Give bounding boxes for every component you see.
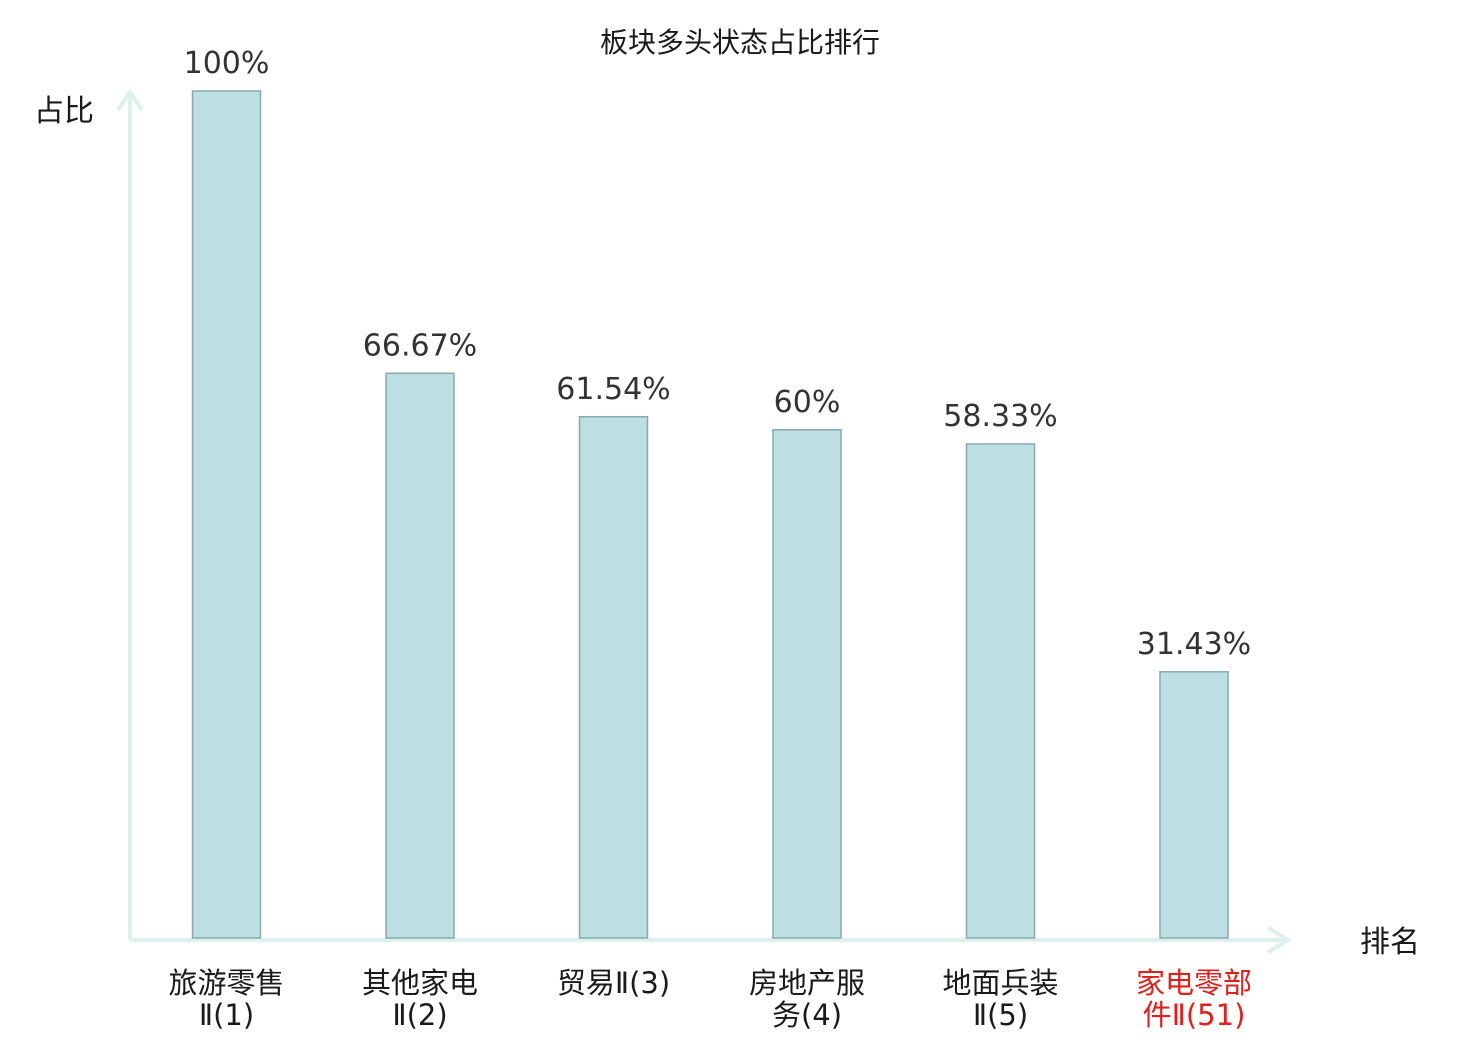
y-axis-label: 占比 <box>34 94 94 129</box>
bar-6 <box>1159 671 1229 939</box>
category-label-6-line-1: 家电零部 <box>1136 966 1252 1000</box>
value-label-4: 60% <box>774 385 841 420</box>
category-label-4-line-2: 务(4) <box>772 998 842 1032</box>
chart-title: 板块多头状态占比排行 <box>600 26 880 59</box>
x-axis-arrow <box>1266 926 1292 954</box>
category-label-1-line-2: Ⅱ(1) <box>199 998 254 1032</box>
value-label-3: 61.54% <box>556 372 670 407</box>
x-axis-label: 排名 <box>1360 925 1420 960</box>
value-label-6: 31.43% <box>1137 627 1251 662</box>
category-label-5-line-1: 地面兵装 <box>942 966 1058 1000</box>
bar-3 <box>578 416 649 939</box>
bar-4 <box>772 429 842 939</box>
category-label-4-line-1: 房地产服 <box>749 966 865 1000</box>
category-label-5-line-2: Ⅱ(5) <box>973 998 1028 1032</box>
category-label-2-line-2: Ⅱ(2) <box>392 998 447 1032</box>
bar-5 <box>965 443 1036 939</box>
category-label-2-line-1: 其他家电 <box>362 966 478 1000</box>
category-label-3-line-1: 贸易Ⅱ(3) <box>557 966 670 1000</box>
bar-2 <box>385 372 455 939</box>
category-label-1-line-1: 旅游零售 <box>168 966 284 1000</box>
value-label-1: 100% <box>184 46 270 81</box>
value-label-2: 66.67% <box>363 328 477 363</box>
category-label-6-line-2: 件Ⅱ(51) <box>1143 998 1246 1032</box>
value-label-5: 58.33% <box>943 399 1057 434</box>
y-axis-arrow <box>116 88 144 112</box>
bar-1 <box>191 90 262 939</box>
